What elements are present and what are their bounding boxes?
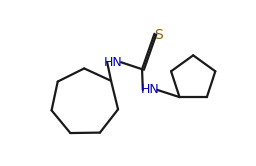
Text: S: S — [154, 28, 163, 42]
Text: HN: HN — [104, 56, 123, 69]
Text: HN: HN — [141, 83, 159, 96]
